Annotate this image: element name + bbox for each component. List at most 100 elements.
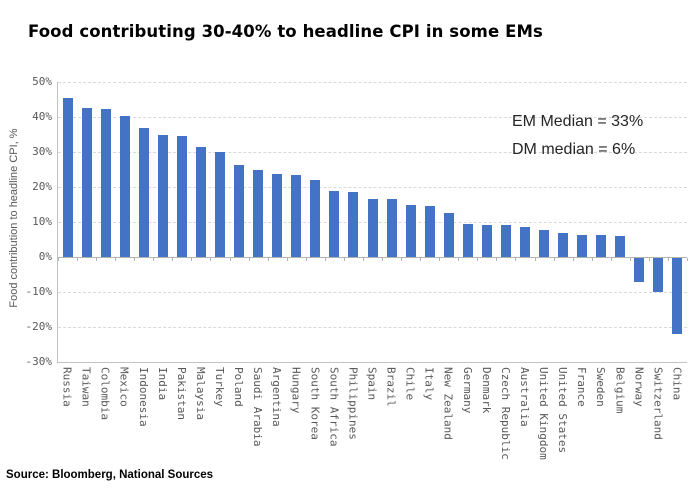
x-label-australia: Australia	[517, 367, 531, 427]
axis-tick	[172, 258, 173, 261]
axis-tick	[401, 258, 402, 261]
axis-tick	[687, 258, 688, 261]
bar-new-zealand	[443, 212, 454, 257]
bar-australia	[519, 226, 530, 257]
x-label-indonesia: Indonesia	[136, 367, 150, 427]
x-label-united-states: United States	[556, 367, 570, 454]
bar-argentina	[272, 174, 283, 257]
axis-tick	[420, 258, 421, 261]
axis-tick	[363, 258, 364, 261]
axis-tick	[477, 258, 478, 261]
axis-tick	[382, 258, 383, 261]
axis-tick	[496, 258, 497, 261]
bar-germany	[462, 223, 473, 257]
gridline--20	[58, 327, 687, 328]
gridline-20	[58, 187, 687, 188]
x-label-new-zealand: New Zealand	[441, 367, 455, 440]
bar-spain	[367, 198, 378, 257]
x-label-taiwan: Taiwan	[79, 367, 93, 407]
x-label-belgium: Belgium	[613, 367, 627, 414]
x-label-saudi-arabia: Saudi Arabia	[251, 367, 265, 447]
x-label-france: France	[575, 367, 589, 407]
bar-chile	[405, 204, 416, 257]
bar-mexico	[119, 115, 130, 257]
bar-france	[577, 234, 588, 257]
x-label-germany: Germany	[460, 367, 474, 414]
x-label-china: China	[670, 367, 684, 401]
x-label-chile: Chile	[403, 367, 417, 401]
gridline-30	[58, 152, 687, 153]
axis-tick	[668, 258, 669, 261]
axis-tick	[191, 258, 192, 261]
axis-tick	[515, 258, 516, 261]
axis-tick	[134, 258, 135, 261]
chart-title: Food contributing 30-40% to headline CPI…	[28, 22, 543, 41]
bar-united-kingdom	[539, 230, 550, 257]
axis-tick	[96, 258, 97, 261]
source-note: Source: Bloomberg, National Sources	[6, 469, 214, 481]
bar-czech-republic	[500, 225, 511, 257]
axis-tick	[249, 258, 250, 261]
x-label-brazil: Brazil	[384, 367, 398, 407]
axis-tick	[268, 258, 269, 261]
axis-tick	[554, 258, 555, 261]
x-label-norway: Norway	[632, 367, 646, 407]
axis-tick	[344, 258, 345, 261]
axis-tick	[58, 258, 59, 261]
y-tick-label--10: -10%	[25, 285, 53, 298]
y-tick-label-40: 40%	[32, 110, 52, 123]
x-label-sweden: Sweden	[594, 367, 608, 407]
axis-tick	[325, 258, 326, 261]
bar-hungary	[291, 174, 302, 257]
bar-china	[672, 258, 683, 335]
bar-russia	[62, 98, 73, 257]
y-tick-label-20: 20%	[32, 180, 52, 193]
x-label-italy: Italy	[422, 367, 436, 401]
bar-belgium	[615, 236, 626, 257]
bar-denmark	[481, 224, 492, 257]
dm-median-text: DM median = 6%	[512, 140, 636, 158]
axis-tick	[77, 258, 78, 261]
bar-italy	[424, 205, 435, 257]
x-label-mexico: Mexico	[117, 367, 131, 407]
x-label-malaysia: Malaysia	[193, 367, 207, 420]
em-median-text: EM Median = 33%	[512, 113, 644, 130]
axis-tick	[458, 258, 459, 261]
y-tick-label-0: 0%	[38, 250, 52, 263]
y-tick-label-50: 50%	[32, 75, 52, 88]
bar-united-states	[558, 232, 569, 257]
x-label-south-korea: South Korea	[308, 367, 322, 440]
bar-norway	[634, 258, 645, 282]
bar-south-korea	[310, 180, 321, 257]
axis-tick	[115, 258, 116, 261]
bar-turkey	[215, 152, 225, 257]
y-tick-label--30: -30%	[25, 355, 53, 368]
axis-tick	[439, 258, 440, 261]
x-label-south-africa: South Africa	[327, 367, 341, 447]
axis-tick	[230, 258, 231, 261]
axis-tick	[592, 258, 593, 261]
axis-tick	[287, 258, 288, 261]
x-label-hungary: Hungary	[289, 367, 303, 414]
bar-india	[157, 134, 168, 257]
median-annotation: EM Median = 33% DM median = 6%	[512, 108, 643, 163]
axis-tick	[153, 258, 154, 261]
x-label-turkey: Turkey	[213, 367, 226, 407]
bar-brazil	[386, 199, 397, 257]
x-label-denmark: Denmark	[479, 367, 493, 414]
x-label-russia: Russia	[60, 367, 74, 407]
bar-south-africa	[329, 190, 340, 257]
x-label-philippines: Philippines	[346, 367, 360, 440]
bar-sweden	[596, 235, 607, 257]
bar-poland	[234, 164, 245, 257]
axis-tick	[573, 258, 574, 261]
bar-malaysia	[195, 146, 206, 257]
axis-tick	[611, 258, 612, 261]
bar-indonesia	[138, 127, 149, 257]
x-label-argentina: Argentina	[270, 367, 284, 427]
x-label-czech-republic: Czech Republic	[498, 367, 512, 460]
gridline--10	[58, 292, 687, 293]
plot-area	[57, 82, 688, 363]
y-tick-label-10: 10%	[32, 215, 52, 228]
bar-colombia	[100, 108, 111, 257]
